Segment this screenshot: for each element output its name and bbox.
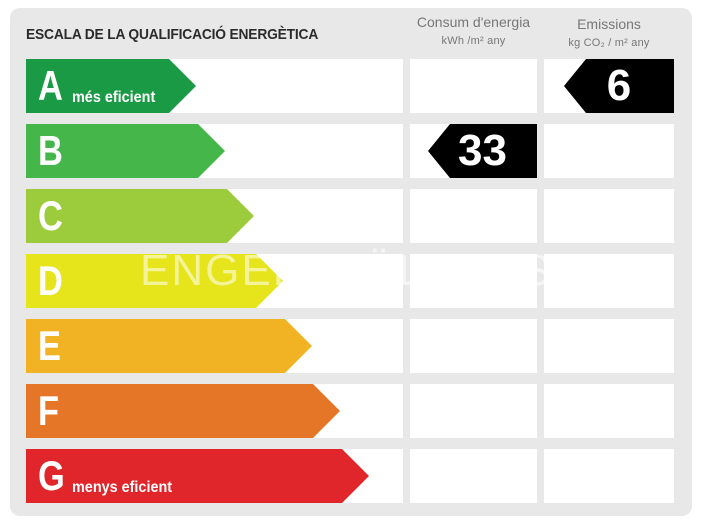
class-bar-d: D (26, 254, 283, 308)
consumption-header: Consum d'energia kWh /m² any (410, 14, 537, 49)
consumption-unit: kWh /m² any (441, 35, 506, 47)
class-sublabel: menys eficient (72, 479, 173, 496)
class-cell: E (26, 319, 403, 373)
class-cell: D (26, 254, 403, 308)
class-bar-f: F (26, 384, 340, 438)
emissions-cell (544, 384, 674, 438)
consumption-cell (410, 189, 537, 243)
consumption-cell (410, 254, 537, 308)
emissions-header: Emissions kg CO₂ / m² any (544, 16, 674, 51)
class-letter: E (38, 322, 61, 369)
emissions-cell: 6 (544, 59, 674, 113)
emissions-unit: kg CO₂ / m² any (568, 37, 650, 49)
class-letter: A (38, 62, 63, 109)
emissions-cell (544, 254, 674, 308)
emissions-cell (544, 189, 674, 243)
consumption-rating-badge: 33 (428, 124, 537, 178)
class-letter: G (38, 452, 65, 499)
emissions-cell (544, 449, 674, 503)
class-cell: F (26, 384, 403, 438)
class-letter: B (38, 127, 63, 174)
class-cell: B (26, 124, 403, 178)
consumption-cell (410, 384, 537, 438)
scale-title: ESCALA DE LA QUALIFICACIÓ ENERGÈTICA (26, 26, 319, 43)
emissions-label: Emissions (577, 16, 641, 32)
class-bar-c: C (26, 189, 254, 243)
watermark: ENGEL&VÖLKERS (140, 246, 553, 295)
class-letter: F (38, 387, 60, 434)
emissions-cell (544, 124, 674, 178)
class-letter: D (38, 257, 63, 304)
consumption-label: Consum d'energia (416, 14, 531, 30)
consumption-cell (410, 59, 537, 113)
class-bar-b: B (26, 124, 225, 178)
consumption-cell: 33 (410, 124, 537, 178)
emissions-cell (544, 319, 674, 373)
class-bar-e: E (26, 319, 312, 373)
emissions-rating-badge: 6 (564, 59, 674, 113)
class-letter: C (38, 192, 63, 239)
class-sublabel: més eficient (72, 89, 156, 106)
class-cell: C (26, 189, 403, 243)
consumption-cell (410, 319, 537, 373)
consumption-cell (410, 449, 537, 503)
